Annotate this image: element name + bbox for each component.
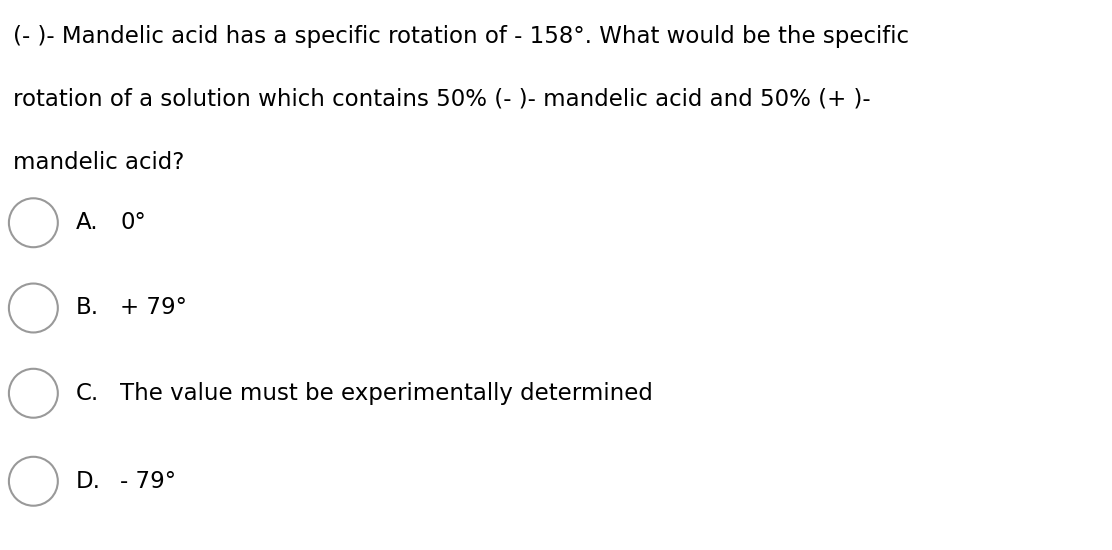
Text: rotation of a solution which contains 50% (- )- mandelic acid and 50% (+ )-: rotation of a solution which contains 50…	[13, 88, 871, 111]
Text: A.: A.	[76, 211, 98, 234]
Text: mandelic acid?: mandelic acid?	[13, 151, 185, 174]
Text: 0°: 0°	[120, 211, 146, 234]
Text: B.: B.	[76, 296, 99, 320]
Text: (- )- Mandelic acid has a specific rotation of - 158°. What would be the specifi: (- )- Mandelic acid has a specific rotat…	[13, 25, 910, 48]
Text: + 79°: + 79°	[120, 296, 187, 320]
Text: C.: C.	[76, 382, 99, 405]
Text: - 79°: - 79°	[120, 470, 176, 493]
Text: The value must be experimentally determined: The value must be experimentally determi…	[120, 382, 653, 405]
Text: D.: D.	[76, 470, 100, 493]
